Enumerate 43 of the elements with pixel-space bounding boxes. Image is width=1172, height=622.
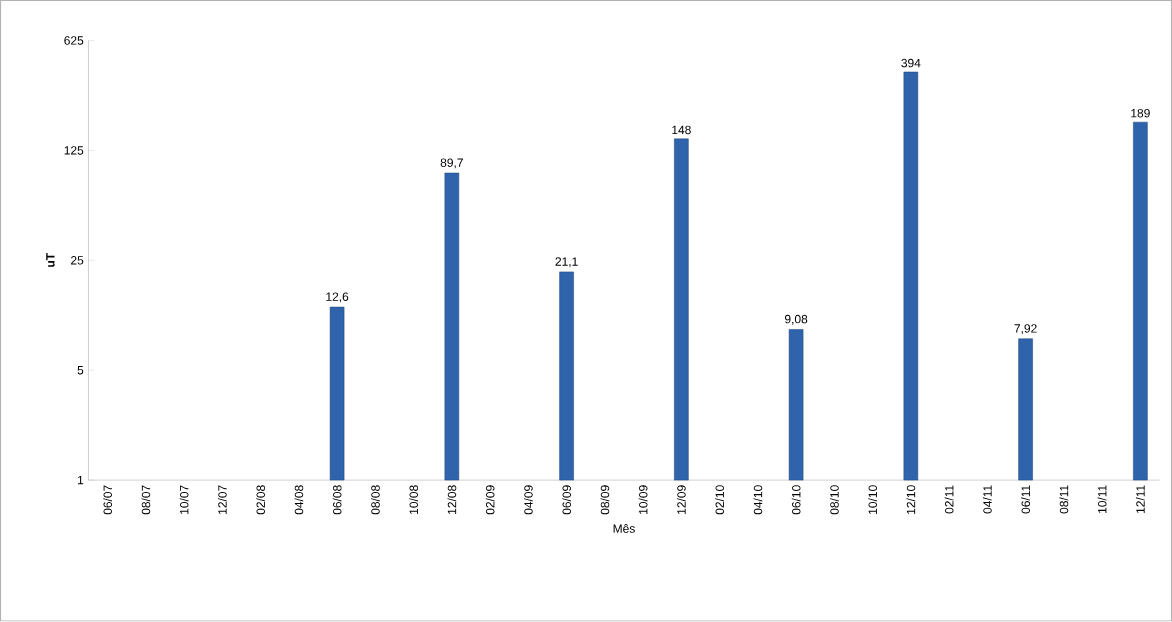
x-tick-label: 12/08 <box>447 485 457 515</box>
x-tick-label: 12/10 <box>906 485 916 515</box>
x-tick-label: 06/10 <box>791 485 801 515</box>
y-tick-label: 25 <box>71 256 84 265</box>
x-tick-label: 10/08 <box>409 485 418 515</box>
x-tick-label: 02/09 <box>485 485 495 515</box>
x-tick-label: 08/11 <box>1059 485 1069 514</box>
y-tick-label: 625 <box>64 36 84 45</box>
x-tick-label: 06/08 <box>332 485 342 515</box>
data-label: 7,92 <box>1014 324 1037 335</box>
data-label: 394 <box>901 59 921 68</box>
y-tick-label: 5 <box>77 366 84 375</box>
x-tick-label: 08/09 <box>600 485 610 515</box>
x-axis-title: Mês <box>613 524 635 534</box>
x-tick-label: 04/09 <box>523 485 533 515</box>
x-tick-label: 08/10 <box>829 485 839 515</box>
x-tick-label: 10/11 <box>1097 485 1107 514</box>
y-tick-label: 1 <box>78 476 84 485</box>
x-tick-label: 12/07 <box>217 485 227 515</box>
y-axis-title: uT <box>46 253 55 268</box>
x-tick-label: 12/11 <box>1135 485 1145 514</box>
x-tick-label: 04/08 <box>294 485 304 515</box>
x-tick-label: 04/11 <box>982 485 992 514</box>
x-tick-label: 12/09 <box>676 485 686 515</box>
x-tick-label: 04/10 <box>753 485 763 515</box>
data-label: 148 <box>672 125 691 135</box>
x-tick-label: 02/11 <box>944 485 954 514</box>
x-tick-label: 08/07 <box>141 485 151 515</box>
x-tick-label: 08/08 <box>370 485 380 515</box>
x-tick-label: 10/07 <box>179 485 189 515</box>
data-label: 89,7 <box>440 158 463 169</box>
x-tick-label: 02/10 <box>715 485 725 515</box>
y-tick-label: 125 <box>64 146 84 155</box>
x-tick-label: 06/09 <box>562 485 572 515</box>
data-label: 9,08 <box>785 315 808 325</box>
x-tick-label: 10/09 <box>638 485 648 515</box>
data-label: 189 <box>1131 109 1150 118</box>
data-label: 12,6 <box>326 292 349 303</box>
x-tick-label: 06/07 <box>103 485 112 515</box>
data-label: 21,1 <box>555 257 578 268</box>
x-tick-label: 02/08 <box>256 485 265 515</box>
x-tick-label: 06/11 <box>1021 485 1031 514</box>
x-tick-label: 10/10 <box>868 485 878 515</box>
